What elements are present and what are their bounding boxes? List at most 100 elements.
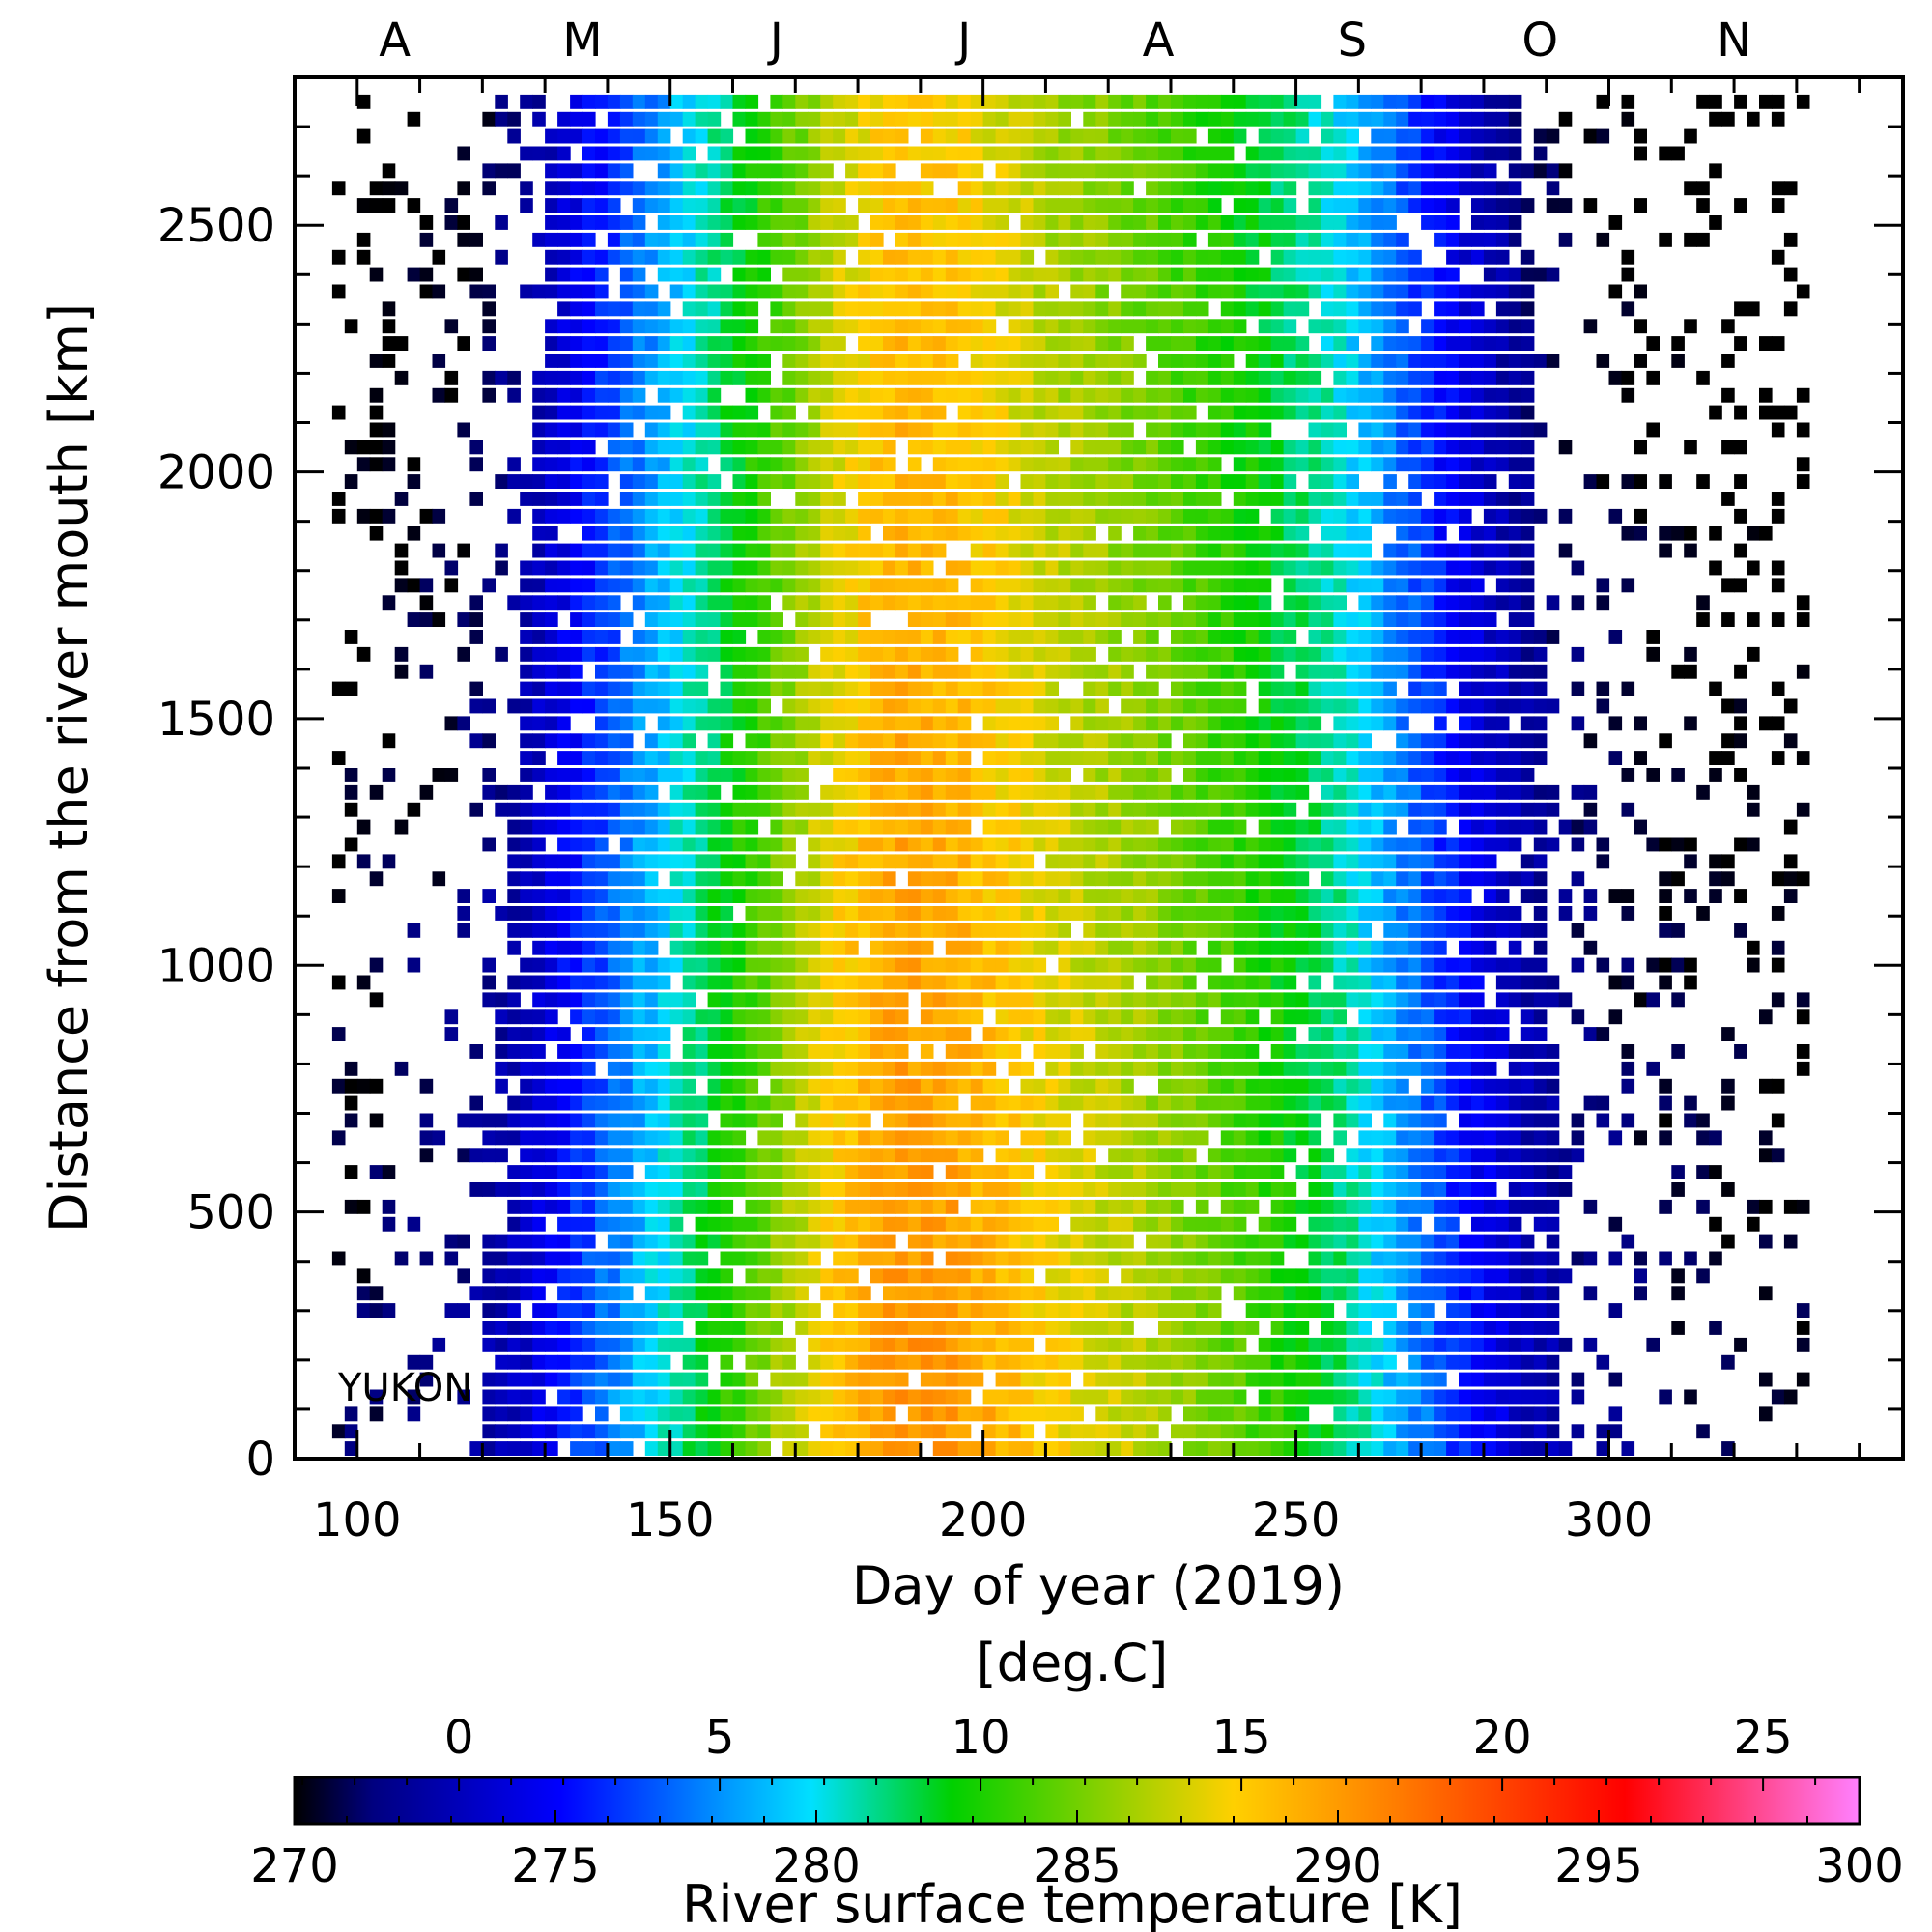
heatmap-cell <box>982 1165 997 1179</box>
heatmap-cell <box>682 163 696 179</box>
heatmap-cell <box>657 1027 671 1041</box>
heatmap-cell <box>619 716 634 731</box>
heatmap-cell <box>770 405 783 420</box>
heatmap-cell <box>795 733 809 749</box>
heatmap-cell <box>570 354 583 368</box>
heatmap-cell <box>607 612 621 627</box>
heatmap-cell <box>657 232 671 247</box>
heatmap-cell <box>1033 1303 1047 1318</box>
heatmap-cell <box>995 751 1009 765</box>
heatmap-cell <box>344 319 358 334</box>
heatmap-cell <box>1258 1441 1272 1456</box>
heatmap-cell <box>1220 698 1235 714</box>
heatmap-cell <box>1183 1389 1197 1405</box>
heatmap-cell <box>1008 508 1022 524</box>
heatmap-cell <box>619 249 634 265</box>
heatmap-cell <box>870 387 884 403</box>
heatmap-cell <box>1108 508 1122 524</box>
heatmap-cell <box>707 198 722 213</box>
heatmap-cell <box>957 1251 972 1266</box>
heatmap-cell <box>1270 405 1285 420</box>
heatmap-cell <box>1270 854 1285 869</box>
heatmap-cell <box>1183 1321 1197 1335</box>
heatmap-cell <box>1146 1389 1159 1405</box>
heatmap-cell <box>895 1130 909 1146</box>
heatmap-cell <box>1146 1234 1159 1249</box>
heatmap-cell <box>532 871 546 887</box>
heatmap-cell <box>1171 630 1184 644</box>
heatmap-cell <box>1270 1303 1285 1318</box>
heatmap-cell <box>545 128 558 144</box>
heatmap-cell <box>883 1078 896 1094</box>
heatmap-cell <box>957 457 972 472</box>
heatmap-cell <box>957 871 972 887</box>
heatmap-cell <box>1171 1044 1184 1059</box>
heatmap-cell <box>1070 595 1084 611</box>
heatmap-cell <box>1121 595 1134 611</box>
heatmap-cell <box>1158 698 1172 714</box>
heatmap-cell <box>745 1441 759 1456</box>
heatmap-cell <box>982 354 997 368</box>
heatmap-cell <box>657 1406 671 1422</box>
heatmap-cell <box>1108 1337 1122 1352</box>
heatmap-cell <box>883 560 896 576</box>
heatmap-cell <box>1195 370 1209 385</box>
heatmap-cell <box>1308 1044 1322 1059</box>
heatmap-cell <box>1020 111 1035 127</box>
heatmap-cell <box>707 992 722 1008</box>
heatmap-cell <box>532 146 546 161</box>
heatmap-cell <box>1270 837 1285 852</box>
heatmap-cell <box>607 1441 621 1456</box>
heatmap-cell <box>657 1165 671 1179</box>
heatmap-cell <box>883 474 896 489</box>
heatmap-cell <box>732 975 747 990</box>
heatmap-cell <box>932 1009 947 1025</box>
heatmap-cell <box>833 319 846 334</box>
heatmap-cell <box>595 128 609 144</box>
heatmap-cell <box>907 957 922 973</box>
heatmap-cell <box>795 889 809 903</box>
heatmap-cell <box>632 1372 646 1387</box>
heatmap-cell <box>1283 232 1297 247</box>
heatmap-cell <box>1308 1113 1322 1128</box>
heatmap-cell <box>545 370 558 385</box>
heatmap-cell <box>457 1268 470 1284</box>
heatmap-cell <box>845 751 859 765</box>
heatmap-cell <box>619 698 634 714</box>
heatmap-cell <box>545 440 558 455</box>
heatmap-cell <box>745 716 759 731</box>
heatmap-cell <box>669 716 684 731</box>
heatmap-cell <box>520 1406 533 1422</box>
heatmap-cell <box>945 1337 959 1352</box>
heatmap-cell <box>720 1113 734 1128</box>
heatmap-cell <box>907 802 922 817</box>
heatmap-cell <box>1033 440 1047 455</box>
heatmap-cell <box>532 1268 546 1284</box>
heatmap-cell <box>532 751 546 765</box>
heatmap-cell <box>1070 128 1084 144</box>
heatmap-cell <box>970 1286 984 1301</box>
heatmap-cell <box>920 267 934 282</box>
heatmap-cell <box>695 543 709 558</box>
heatmap-cell <box>1121 975 1134 990</box>
heatmap-cell <box>1058 751 1071 765</box>
heatmap-cell <box>945 526 959 541</box>
heatmap-cell <box>331 1130 346 1146</box>
heatmap-cell <box>1158 1337 1172 1352</box>
heatmap-cell <box>469 284 483 299</box>
heatmap-cell <box>469 612 483 627</box>
heatmap-cell <box>1195 146 1209 161</box>
heatmap-cell <box>720 422 734 438</box>
heatmap-cell <box>669 284 684 299</box>
heatmap-cell <box>607 871 621 887</box>
heatmap-cell <box>782 370 796 385</box>
heatmap-cell <box>1008 1389 1022 1405</box>
heatmap-cell <box>707 595 722 611</box>
heatmap-cell <box>632 526 646 541</box>
heatmap-cell <box>833 906 846 921</box>
heatmap-cell <box>607 249 621 265</box>
heatmap-cell <box>1108 646 1122 662</box>
heatmap-cell <box>545 871 558 887</box>
heatmap-cell <box>858 301 871 317</box>
heatmap-cell <box>895 1268 909 1284</box>
